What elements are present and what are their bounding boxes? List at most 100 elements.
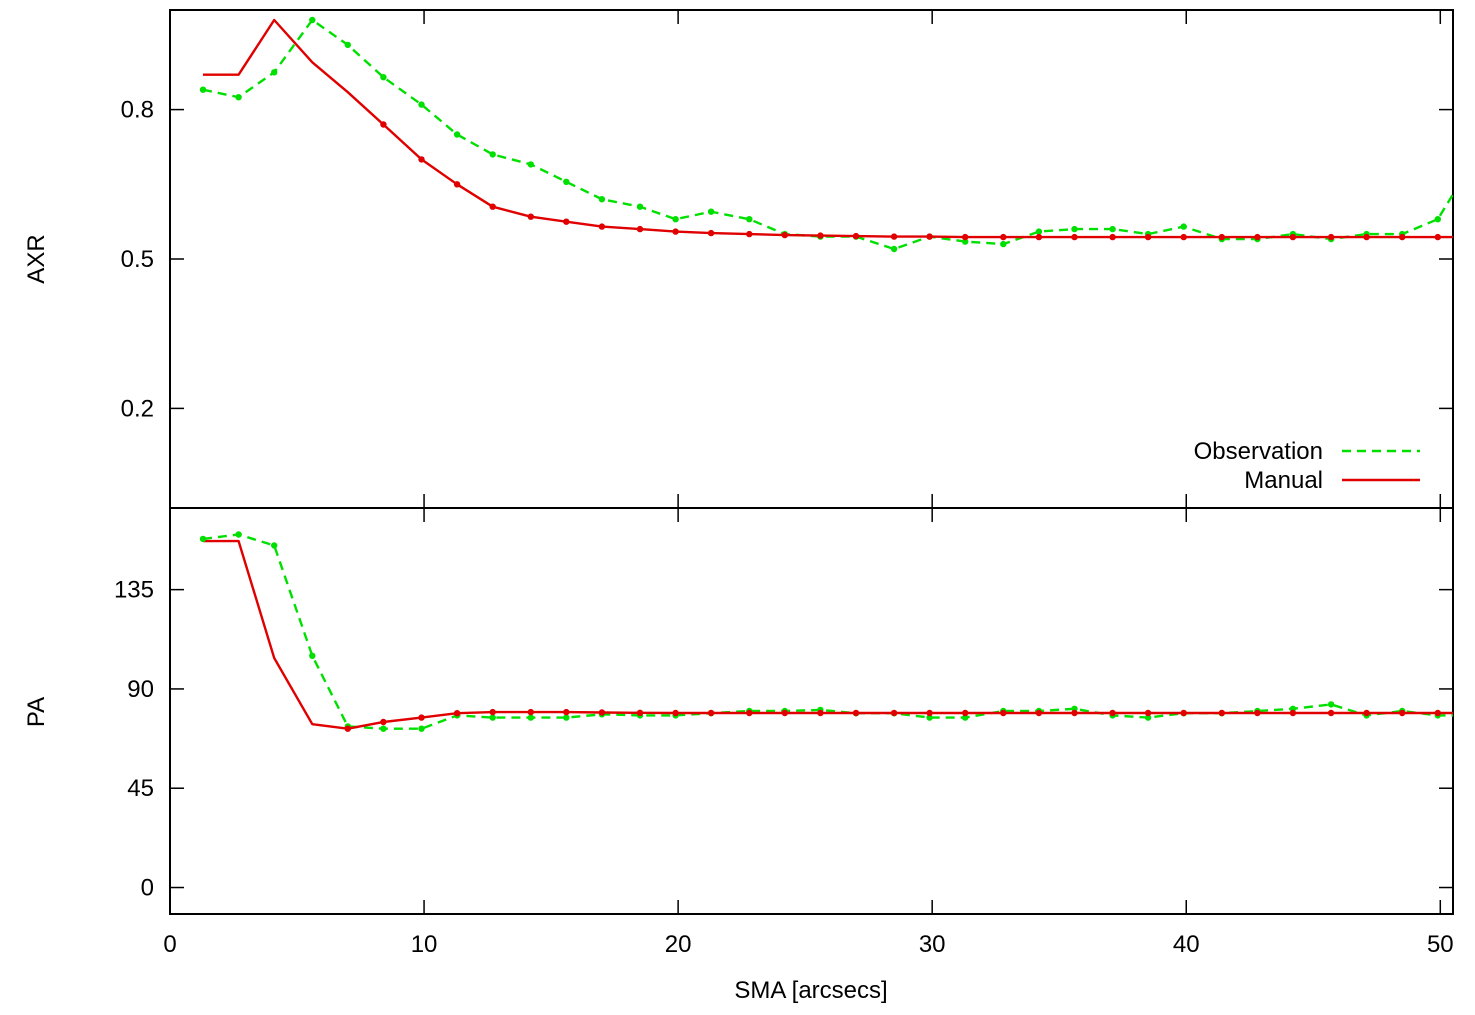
axr-point-manual bbox=[636, 225, 644, 233]
axr-point-observation bbox=[746, 216, 753, 223]
axr-point-manual bbox=[527, 213, 534, 220]
axr-point-observation bbox=[418, 101, 425, 108]
axr-point-manual bbox=[1071, 233, 1078, 241]
legend-label-observation: Observation bbox=[1194, 438, 1323, 465]
axr-point-manual bbox=[1399, 233, 1406, 241]
pa-point-manual bbox=[418, 714, 425, 721]
x-tick-label: 40 bbox=[1173, 931, 1200, 958]
axr-point-manual bbox=[672, 228, 679, 235]
pa-y-tick-label: 135 bbox=[114, 577, 154, 604]
pa-point-observation bbox=[199, 535, 207, 543]
axr-point-manual bbox=[852, 232, 860, 240]
pa-point-manual bbox=[707, 709, 715, 717]
axr-point-manual bbox=[1254, 233, 1261, 241]
pa-y-ticks: 0 45 90 135 bbox=[114, 577, 1453, 902]
axr-y-tick-label: 0.2 bbox=[121, 395, 154, 422]
axr-point-observation bbox=[271, 69, 278, 76]
axr-point-observation bbox=[1180, 223, 1187, 230]
pa-point-manual bbox=[1000, 709, 1007, 717]
axr-point-observation bbox=[1109, 225, 1116, 233]
pa-point-manual bbox=[527, 708, 534, 716]
axr-point-manual bbox=[926, 233, 933, 240]
axr-point-observation bbox=[1000, 240, 1007, 248]
legend-label-manual: Manual bbox=[1244, 467, 1323, 494]
axr-series-line-observation bbox=[202, 18, 1455, 251]
pa-point-manual bbox=[672, 709, 679, 717]
pa-point-manual bbox=[489, 708, 496, 716]
pa-point-observation bbox=[1327, 701, 1335, 708]
pa-axis-title: PA bbox=[23, 697, 50, 727]
axr-point-observation bbox=[527, 161, 534, 168]
pa-point-manual bbox=[890, 709, 898, 717]
pa-point-manual bbox=[1434, 709, 1442, 717]
axr-point-observation bbox=[199, 86, 207, 93]
pa-point-observation bbox=[380, 725, 387, 732]
pa-point-manual bbox=[563, 708, 570, 716]
pa-point-observation bbox=[489, 714, 496, 721]
axr-point-observation bbox=[1071, 225, 1078, 233]
x-tick-label: 30 bbox=[919, 931, 946, 958]
axr-point-manual bbox=[418, 156, 425, 163]
axr-point-observation bbox=[1434, 216, 1442, 223]
axr-point-manual bbox=[890, 233, 898, 240]
pa-point-manual bbox=[1399, 709, 1406, 717]
pa-point-observation bbox=[271, 542, 278, 549]
axr-point-observation bbox=[962, 238, 969, 245]
pa-point-manual bbox=[1180, 709, 1187, 717]
pa-series-line-manual bbox=[203, 539, 1453, 730]
pa-point-manual bbox=[344, 725, 351, 732]
axr-point-manual bbox=[1434, 233, 1442, 241]
pa-y-tick-label: 45 bbox=[127, 775, 154, 802]
axr-point-manual bbox=[563, 218, 570, 225]
axr-point-observation bbox=[890, 245, 898, 253]
axr-point-manual bbox=[1289, 233, 1297, 241]
pa-point-manual bbox=[1071, 709, 1078, 717]
axr-point-observation bbox=[598, 196, 606, 203]
x-tick-label: 20 bbox=[665, 931, 692, 958]
pa-point-manual bbox=[962, 709, 969, 717]
axr-point-observation bbox=[672, 216, 679, 223]
axr-y-tick-label: 0.8 bbox=[121, 97, 154, 124]
axr-point-observation bbox=[309, 16, 316, 24]
axr-point-manual bbox=[746, 230, 753, 238]
pa-point-manual bbox=[1035, 709, 1043, 717]
axr-point-manual bbox=[707, 229, 715, 237]
axr-point-manual bbox=[781, 231, 788, 239]
pa-point-manual bbox=[746, 709, 753, 717]
axr-point-manual bbox=[1327, 233, 1335, 241]
axr-point-manual bbox=[817, 232, 824, 239]
axr-series-line-manual bbox=[203, 18, 1453, 239]
pa-point-manual bbox=[926, 709, 933, 717]
pa-point-observation bbox=[527, 714, 534, 721]
pa-y-tick-label: 0 bbox=[141, 875, 154, 902]
legend: Observation Manual bbox=[1194, 438, 1420, 494]
pa-point-observation bbox=[563, 714, 570, 721]
pa-point-manual bbox=[1254, 709, 1261, 717]
axr-x-ticks bbox=[169, 10, 1442, 508]
pa-point-observation bbox=[926, 714, 933, 721]
pa-point-observation bbox=[309, 652, 316, 659]
pa-point-manual bbox=[1109, 709, 1116, 717]
axr-point-manual bbox=[1144, 233, 1152, 241]
pa-point-manual bbox=[453, 710, 461, 717]
axr-point-observation bbox=[344, 41, 351, 49]
pa-point-manual bbox=[817, 709, 824, 717]
pa-point-manual bbox=[852, 709, 860, 717]
x-axis-title: SMA [arcsecs] bbox=[734, 977, 887, 1004]
axr-point-observation bbox=[453, 131, 461, 138]
pa-panel: PA 0 45 90 135 0 10 20 30 40 50 bbox=[23, 507, 1454, 958]
axr-point-observation bbox=[235, 94, 242, 101]
axr-point-manual bbox=[489, 203, 496, 210]
axr-point-manual bbox=[1000, 233, 1007, 241]
pa-point-manual bbox=[781, 709, 788, 717]
pa-point-observation bbox=[962, 714, 969, 721]
axr-point-observation bbox=[636, 203, 644, 210]
pa-x-ticks: 0 10 20 30 40 50 bbox=[163, 508, 1454, 958]
axr-series bbox=[199, 16, 1455, 253]
axr-point-manual bbox=[380, 121, 387, 128]
pa-point-observation bbox=[1144, 714, 1152, 721]
axr-point-observation bbox=[563, 178, 570, 185]
pa-point-manual bbox=[1218, 709, 1226, 717]
x-tick-label: 0 bbox=[163, 931, 176, 958]
